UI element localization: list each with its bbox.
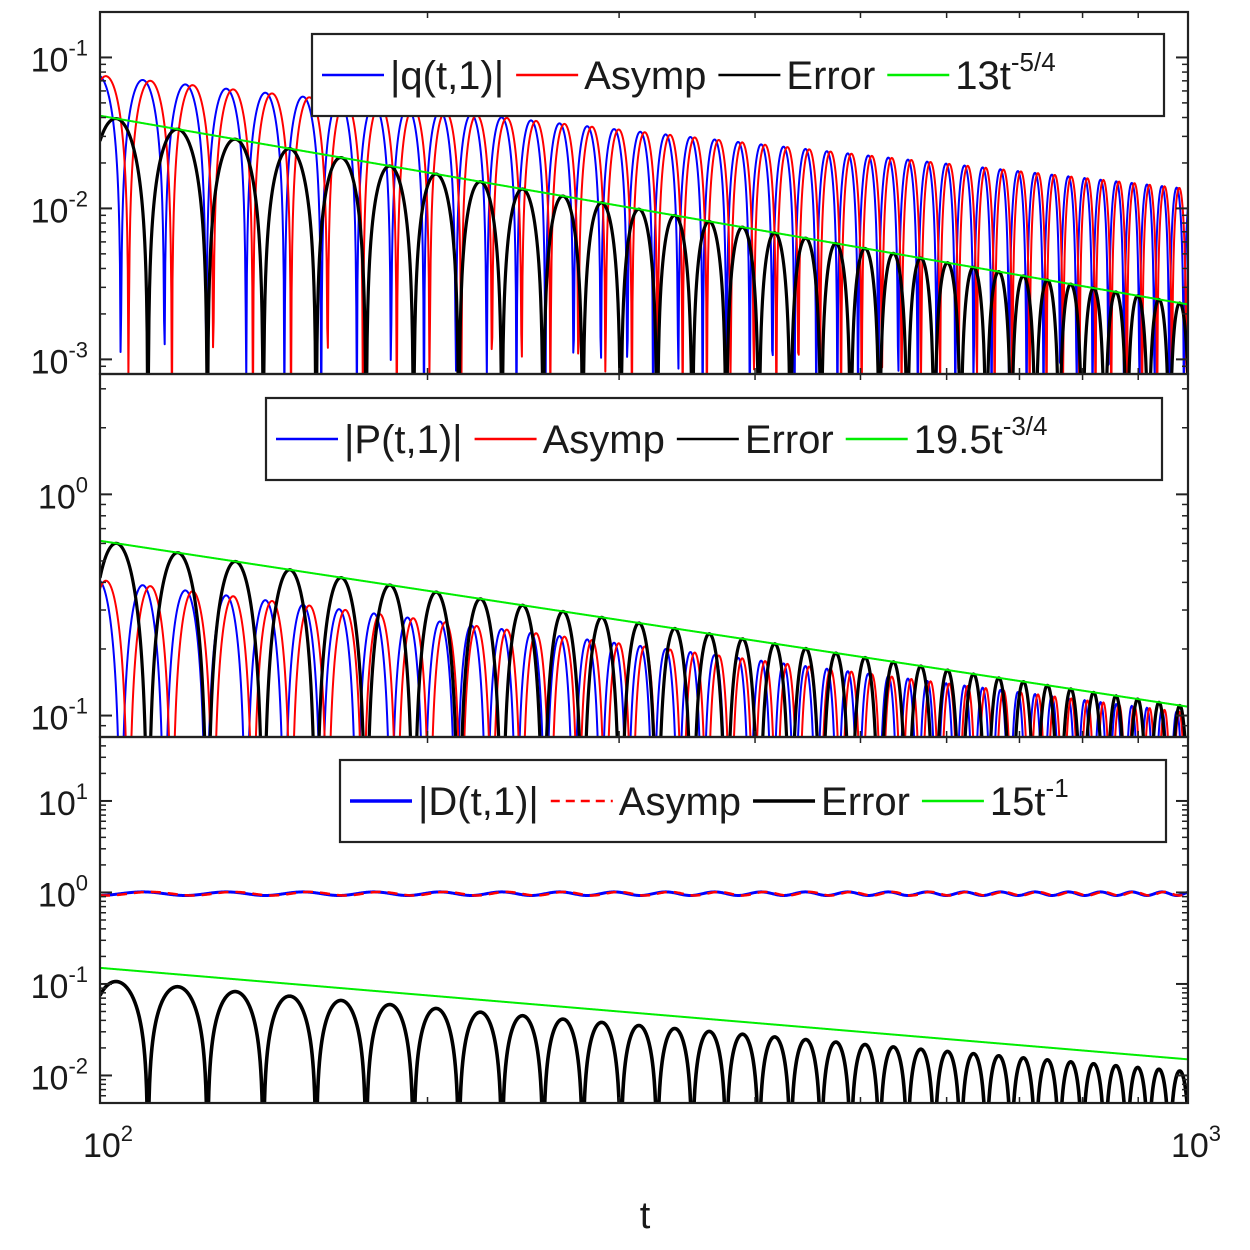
tick-group (100, 737, 1188, 1103)
series-line-2 (100, 890, 1188, 897)
legend-label: Error (821, 780, 910, 824)
series-line-1 (100, 75, 1188, 374)
y-tick-label: 10-1 (31, 694, 88, 738)
y-tick-label: 10-3 (31, 337, 88, 381)
tick-group (100, 374, 1188, 737)
legend-label: |q(t,1)| (390, 54, 504, 98)
y-tick-label: 100 (38, 472, 88, 516)
series-group (100, 75, 1188, 374)
legend: |P(t,1)| Asymp Error 19.5t-3/4 (264, 396, 1164, 482)
legend-label: 13t-5/4 (955, 47, 1055, 98)
y-tick-label: 10-1 (31, 962, 88, 1006)
panel-1: 10-1 10-2 10-3 |q(t,1)| Asymp Error 13t-5/4 (31, 10, 1190, 381)
x-tick-label: 103 (1171, 1121, 1221, 1165)
series-line-2 (100, 75, 1188, 374)
legend: |q(t,1)| Asymp Error 13t-5/4 (310, 32, 1166, 118)
panel-2: 100 10-1 |P(t,1)| Asymp Error 19.5t-3/4 (31, 372, 1190, 739)
series-line-4 (100, 114, 1188, 306)
legend-label: |P(t,1)| (344, 418, 463, 462)
series-group (100, 890, 1188, 1103)
x-axis-label: t (640, 1195, 651, 1237)
legend-label: Asymp (619, 780, 741, 824)
panel-3: 101 100 10-1 10-2 102 103 |D(t,1)| Asymp Error 15… (31, 735, 1221, 1165)
legend-label: Error (786, 54, 875, 98)
legend-label: Error (745, 418, 834, 462)
y-tick-label: 10-1 (31, 35, 88, 79)
series-line-2 (100, 579, 1184, 737)
legend: |D(t,1)| Asymp Error 15t-1 (338, 758, 1168, 844)
legend-label: 15t-1 (990, 773, 1069, 824)
x-tick-label: 102 (83, 1121, 133, 1165)
y-tick-label: 101 (38, 779, 88, 823)
series-line-4 (100, 539, 1188, 708)
legend-label: Asymp (543, 418, 665, 462)
series-line-4 (100, 966, 1188, 1061)
series-line-3 (100, 116, 1188, 374)
legend-label: Asymp (584, 54, 706, 98)
panels: 10-1 10-2 10-3 |q(t,1)| Asymp Error 13t-5/4 100… (31, 10, 1221, 1165)
series-line-3 (100, 979, 1188, 1103)
legend-label: |D(t,1)| (418, 780, 539, 824)
y-tick-label: 10-2 (31, 1053, 88, 1097)
y-tick-label: 10-2 (31, 186, 88, 230)
legend-box (338, 758, 1168, 844)
series-line-1 (100, 580, 1181, 737)
legend-label: 19.5t-3/4 (914, 411, 1048, 462)
y-tick-label: 100 (38, 870, 88, 914)
